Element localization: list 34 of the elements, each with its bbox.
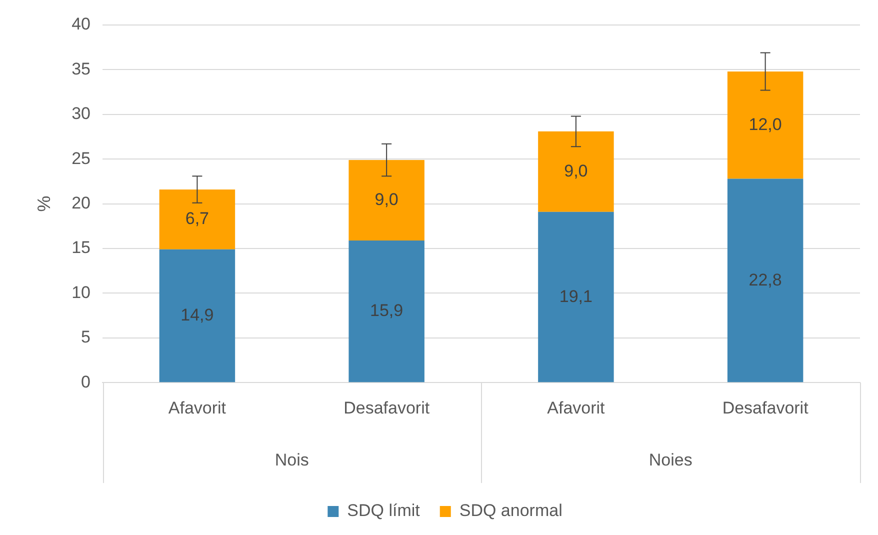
y-tick-label: 25 [72,148,91,168]
bar [348,240,424,382]
bar [159,189,236,250]
data-label: 9,0 [564,161,588,180]
text: Nois [274,450,309,470]
y-tick-label: 35 [72,59,91,78]
x-tick-label: Afavorit [547,398,606,418]
data-label: 15,9 [370,301,404,320]
y-tick-label: 20 [72,193,91,212]
data-label: 12,0 [748,114,782,134]
x-tick-label: Desafavorit [344,398,430,418]
x-tick-label: Afavorit [168,398,226,418]
y-tick-label: 10 [72,282,91,302]
data-label: 6,7 [185,209,210,228]
bar [727,178,804,382]
bar [538,212,614,382]
y-axis-title: % [34,196,54,212]
y-tick-label: 0 [81,372,91,392]
data-label: 19,1 [559,286,592,306]
legend-label: SDQ límit [347,501,420,520]
bar [348,160,424,240]
bar [727,71,804,179]
y-tick-label: 30 [72,104,91,124]
x-tick-label: Desafavorit [722,398,809,418]
y-tick-label: 40 [72,14,91,34]
text: Noies [648,450,692,470]
y-tick-label: 15 [72,238,91,258]
data-label: 14,9 [180,306,214,325]
data-label: 9,0 [374,190,398,209]
bar [538,131,614,212]
data-label: 22,8 [748,270,782,290]
y-tick-label: 5 [81,328,91,347]
legend-label: SDQ anormal [459,501,562,520]
bar [159,249,236,382]
